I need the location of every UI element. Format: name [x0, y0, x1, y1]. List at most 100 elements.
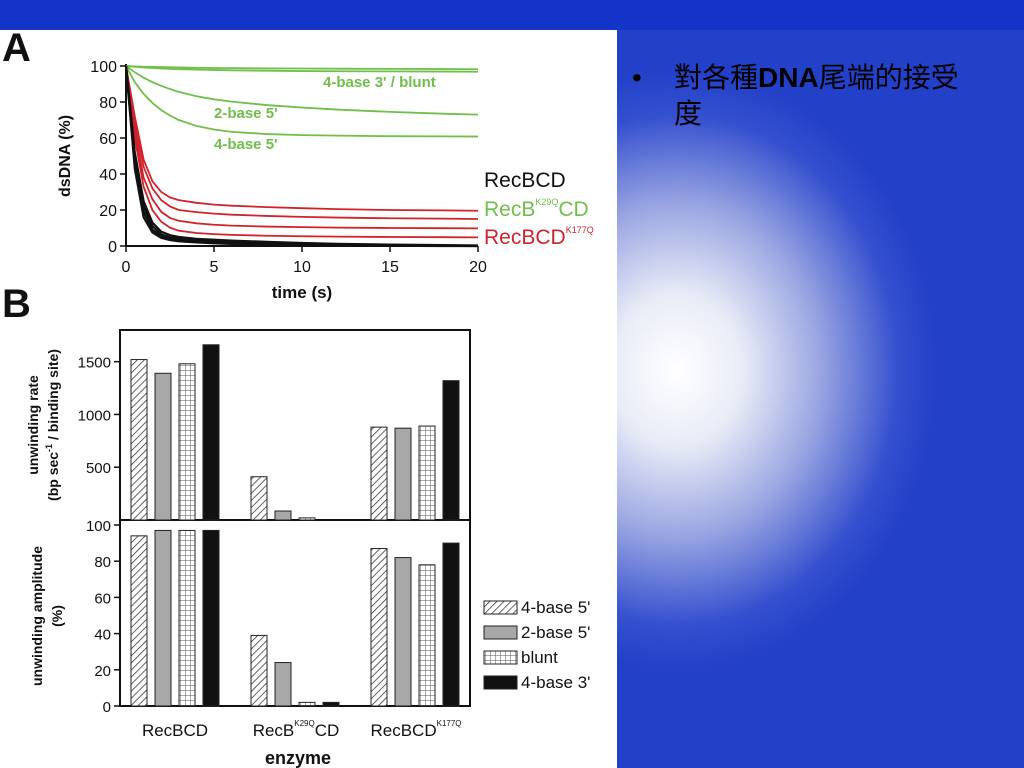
chart-b-bottom-y-axis-title: unwinding amplitude	[29, 546, 45, 686]
chart-a-x-axis-title: time (s)	[272, 283, 332, 302]
chart-a-series-line	[125, 65, 479, 71]
chart-b-category-suffix: CD	[315, 721, 340, 740]
chart-b-category-superscript: K29Q	[294, 719, 314, 728]
chart-a: 0 20 40 60 80 100 0 5 10 15 20 time (s) dsDNA (%) 4-b…	[57, 59, 594, 302]
chart-a-series-line	[125, 65, 479, 230]
chart-a-annotation: 4-base 3' / blunt	[323, 74, 436, 91]
chart-a-series-line	[124, 65, 478, 248]
chart-a-legend-entry: RecBCD	[484, 169, 566, 192]
title-band	[0, 0, 1024, 30]
chart-b-legend-label: 4-base 5'	[521, 598, 590, 617]
chart-b-top-bar	[178, 363, 196, 521]
chart-a-legend-name: RecB	[484, 198, 535, 221]
bullet-dot: •	[632, 62, 642, 93]
chart-b-top-y-tick-label: 1000	[78, 407, 111, 424]
chart-b-x-axis-title: enzyme	[265, 748, 331, 768]
panel-label-b: B	[2, 282, 31, 326]
chart-a-series-line	[125, 65, 479, 239]
chart-b: 500 1000 1500 0 20 40 60 80 100 unwinding rate(bp…	[25, 329, 590, 768]
chart-a-series-line	[125, 65, 479, 220]
chart-a-legend-entry: RecBCDK177Q	[484, 225, 594, 249]
chart-b-category-superscript: K177Q	[437, 719, 462, 728]
bullet-text-part-1: 對各種	[674, 62, 759, 93]
chart-a-y-tick-label: 0	[108, 239, 117, 256]
chart-b-category-label: RecBCDK177Q	[370, 719, 461, 740]
chart-b-category-name: RecBCD	[370, 721, 436, 740]
chart-b-top-y-axis-title: unwinding rate	[25, 375, 41, 475]
chart-b-legend-label: 4-base 3'	[521, 673, 590, 692]
chart-b-bottom-y-tick-label: 40	[94, 627, 111, 644]
bullet-text-part-2: DNA	[758, 62, 819, 93]
chart-a-legend-superscript: K29Q	[535, 197, 558, 207]
chart-a-series-line	[125, 65, 479, 116]
chart-b-bottom-y-tick-label: 60	[94, 590, 111, 607]
chart-b-category-name: RecBCD	[142, 721, 208, 740]
chart-b-legend-swatch	[483, 650, 518, 665]
chart-b-bottom-y-tick-label: 20	[94, 663, 111, 680]
bullet-text: 對各種DNA尾端的接受度	[674, 60, 974, 132]
chart-a-series-line	[125, 65, 479, 138]
chart-b-legend-swatch	[483, 625, 518, 640]
chart-a-x-tick-label: 10	[293, 259, 311, 276]
chart-b-top-bar	[202, 344, 220, 521]
chart-a-series-line	[125, 65, 479, 212]
chart-b-top-bar	[442, 380, 460, 521]
chart-b-category-name: RecB	[253, 721, 295, 740]
chart-b-top-bar	[130, 359, 148, 521]
chart-b-bottom-y-axis-unit: (%)	[49, 605, 65, 627]
chart-a-legend-entry: RecBK29QCD	[484, 197, 589, 221]
chart-b-bottom-frame	[119, 519, 471, 707]
chart-b-bottom-bar	[394, 557, 412, 707]
chart-b-top-y-tick-label: 1500	[78, 355, 111, 372]
chart-a-y-tick-label: 40	[99, 167, 117, 184]
chart-a-legend-name: RecBCD	[484, 226, 566, 249]
chart-b-bottom-bar	[442, 542, 460, 707]
chart-b-bottom-y-tick-label: 100	[86, 518, 111, 535]
chart-a-x-tick-label: 0	[122, 259, 131, 276]
chart-b-bottom-bar	[178, 529, 196, 707]
chart-a-y-tick-label: 100	[90, 59, 117, 76]
chart-a-legend-name: RecBCD	[484, 169, 566, 192]
chart-b-top-y-tick-label: 500	[86, 460, 111, 477]
chart-a-legend-suffix: CD	[558, 198, 588, 221]
chart-b-bottom-y-tick-label: 0	[103, 699, 111, 716]
chart-b-bottom-bar	[202, 529, 220, 707]
chart-b-category-label: RecBK29QCD	[253, 719, 340, 740]
slide-background-gradient	[617, 30, 1024, 768]
chart-a-y-tick-label: 60	[99, 131, 117, 148]
chart-b-bottom-bar	[418, 564, 436, 707]
chart-a-y-axis-title: dsDNA (%)	[57, 115, 74, 197]
bullet-text-part-3: 尾端的接受度	[674, 62, 959, 129]
panel-label-a: A	[2, 26, 31, 70]
chart-b-legend-swatch	[483, 600, 518, 615]
chart-b-bottom-bar	[298, 701, 316, 707]
chart-b-legend-label: blunt	[521, 648, 558, 667]
chart-a-x-tick-label: 15	[381, 259, 399, 276]
chart-b-bottom-y-tick-label: 80	[94, 554, 111, 571]
chart-b-legend-label: 2-base 5'	[521, 623, 590, 642]
chart-b-top-bar	[154, 372, 172, 521]
chart-b-top-y-axis-subtitle-part: (bp sec	[45, 452, 61, 501]
chart-b-top-bar	[418, 425, 436, 521]
chart-b-top-bar	[274, 510, 292, 521]
chart-b-bottom-bar	[370, 548, 388, 707]
chart-b-bottom-bar	[274, 662, 292, 707]
chart-b-top-y-axis-subtitle: (bp sec-1 / binding site)	[44, 349, 61, 501]
chart-b-top-bar	[394, 427, 412, 521]
chart-a-annotation: 4-base 5'	[214, 136, 278, 153]
chart-a-y-tick-label: 80	[99, 95, 117, 112]
chart-b-top-bar	[370, 426, 388, 521]
chart-a-x-tick-label: 20	[469, 259, 487, 276]
chart-b-bottom-bar	[154, 529, 172, 707]
chart-b-top-frame	[119, 329, 471, 521]
chart-b-category-label: RecBCD	[142, 721, 208, 740]
chart-a-annotation: 2-base 5'	[214, 105, 278, 122]
chart-b-top-bar	[298, 517, 316, 521]
chart-b-legend-swatch	[483, 675, 518, 690]
chart-a-legend-superscript: K177Q	[566, 225, 594, 235]
chart-b-top-y-axis-subtitle-part: / binding site)	[45, 349, 61, 444]
figure-panel	[0, 30, 617, 768]
chart-a-x-tick-label: 5	[210, 259, 219, 276]
chart-b-bottom-bar	[130, 535, 148, 707]
